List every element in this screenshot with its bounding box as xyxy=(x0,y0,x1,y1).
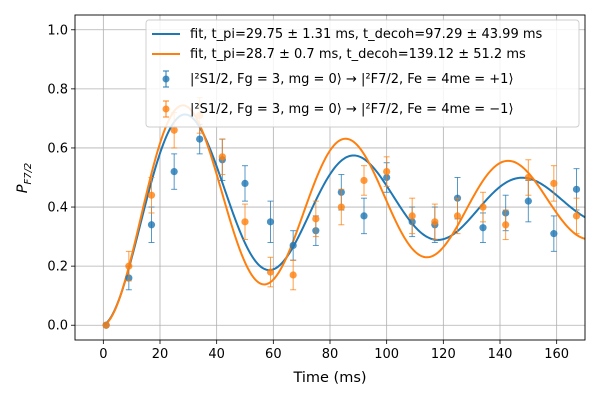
legend-label-fit2: fit, t_pi=28.7 ± 0.7 ms, t_decoh=139.12 … xyxy=(190,47,526,62)
legend-box xyxy=(145,19,580,128)
x-tick-label: 140 xyxy=(488,347,513,362)
y-ticks: 0.0 0.2 0.4 0.6 0.8 1.0 xyxy=(47,23,75,334)
data-marker xyxy=(431,218,439,226)
x-tick-label: 20 xyxy=(152,347,169,362)
data-marker xyxy=(572,212,581,220)
x-axis-title: Time (ms) xyxy=(292,370,366,386)
data-marker xyxy=(550,179,558,188)
series-points xyxy=(102,97,581,329)
x-tick-label: 40 xyxy=(208,347,225,362)
x-ticks: 0 20 40 60 80 100 120 140 160 xyxy=(99,340,569,362)
data-point-series-2 xyxy=(479,191,487,223)
y-axis-title: PF7/2 xyxy=(15,163,34,194)
data-point-series-1 xyxy=(550,215,558,252)
data-point-series-1 xyxy=(241,165,249,202)
data-marker xyxy=(289,271,297,279)
data-point-series-1 xyxy=(266,200,275,243)
y-axis-title-main: P xyxy=(15,184,31,193)
legend-label-data2: |²S1/2, Fg = 3, mg = 0⟩ → |²F7/2, Fe = 4… xyxy=(190,102,514,117)
data-marker xyxy=(453,212,462,220)
data-marker xyxy=(524,197,532,205)
data-point-series-2 xyxy=(289,259,297,291)
legend-swatch-data2 xyxy=(162,100,170,118)
legend-swatch-data1 xyxy=(162,70,170,88)
data-marker xyxy=(102,321,110,329)
y-tick-label: 0.6 xyxy=(47,141,68,156)
data-point-series-2 xyxy=(572,197,581,235)
data-marker xyxy=(360,176,368,185)
data-point-series-2 xyxy=(241,203,249,241)
data-point-series-2 xyxy=(524,159,532,196)
data-marker xyxy=(266,268,275,276)
data-marker xyxy=(125,262,133,270)
data-point-series-2 xyxy=(312,200,320,238)
y-tick-label: 0.8 xyxy=(47,82,68,97)
x-tick-label: 80 xyxy=(322,347,339,362)
plot-frame xyxy=(74,14,586,341)
data-point-series-2 xyxy=(337,188,345,226)
data-marker xyxy=(147,221,156,229)
legend-label-data1: |²S1/2, Fg = 3, mg = 0⟩ → |²F7/2, Fe = 4… xyxy=(190,72,514,87)
data-marker xyxy=(383,167,391,176)
data-point-series-2 xyxy=(218,138,226,176)
legend-label-fit1: fit, t_pi=29.75 ± 1.31 ms, t_decoh=97.29… xyxy=(190,27,543,42)
data-point-series-2 xyxy=(550,165,558,202)
data-point-series-2 xyxy=(360,165,368,196)
data-marker xyxy=(479,224,487,232)
data-marker xyxy=(337,203,345,211)
data-marker xyxy=(572,185,581,193)
data-point-series-2 xyxy=(453,197,462,235)
y-axis-title-sub: F7/2 xyxy=(23,163,34,185)
data-marker xyxy=(241,218,249,226)
data-marker xyxy=(360,212,368,220)
data-marker xyxy=(196,135,204,143)
y-tick-label: 1.0 xyxy=(47,23,68,38)
data-point-series-2 xyxy=(266,256,275,288)
data-point-series-2 xyxy=(502,209,510,241)
x-tick-label: 100 xyxy=(374,347,399,362)
data-marker xyxy=(289,241,297,250)
data-marker xyxy=(218,153,226,161)
data-marker xyxy=(170,126,178,134)
data-point-series-1 xyxy=(360,197,368,235)
x-tick-label: 120 xyxy=(431,347,456,362)
data-marker xyxy=(312,215,320,223)
data-point-series-2 xyxy=(147,177,156,214)
data-marker xyxy=(408,212,416,220)
data-marker xyxy=(241,179,249,188)
data-point-series-2 xyxy=(102,321,110,329)
data-marker xyxy=(147,191,156,199)
x-tick-label: 160 xyxy=(544,347,569,362)
data-point-series-2 xyxy=(431,203,439,241)
data-marker xyxy=(479,203,487,211)
data-marker xyxy=(266,218,275,226)
data-point-series-1 xyxy=(170,153,178,190)
data-marker xyxy=(170,167,178,176)
data-marker xyxy=(502,221,510,229)
y-tick-label: 0.0 xyxy=(47,319,68,334)
data-point-series-2 xyxy=(383,156,391,187)
data-point-series-2 xyxy=(408,197,416,235)
y-tick-label: 0.4 xyxy=(47,201,68,216)
legend: fit, t_pi=29.75 ± 1.31 ms, t_decoh=97.29… xyxy=(145,19,580,128)
x-tick-label: 60 xyxy=(265,347,282,362)
x-tick-label: 0 xyxy=(99,347,107,362)
y-tick-label: 0.2 xyxy=(47,260,68,275)
data-marker xyxy=(550,230,558,238)
data-marker xyxy=(524,173,532,182)
data-point-series-2 xyxy=(125,250,133,282)
